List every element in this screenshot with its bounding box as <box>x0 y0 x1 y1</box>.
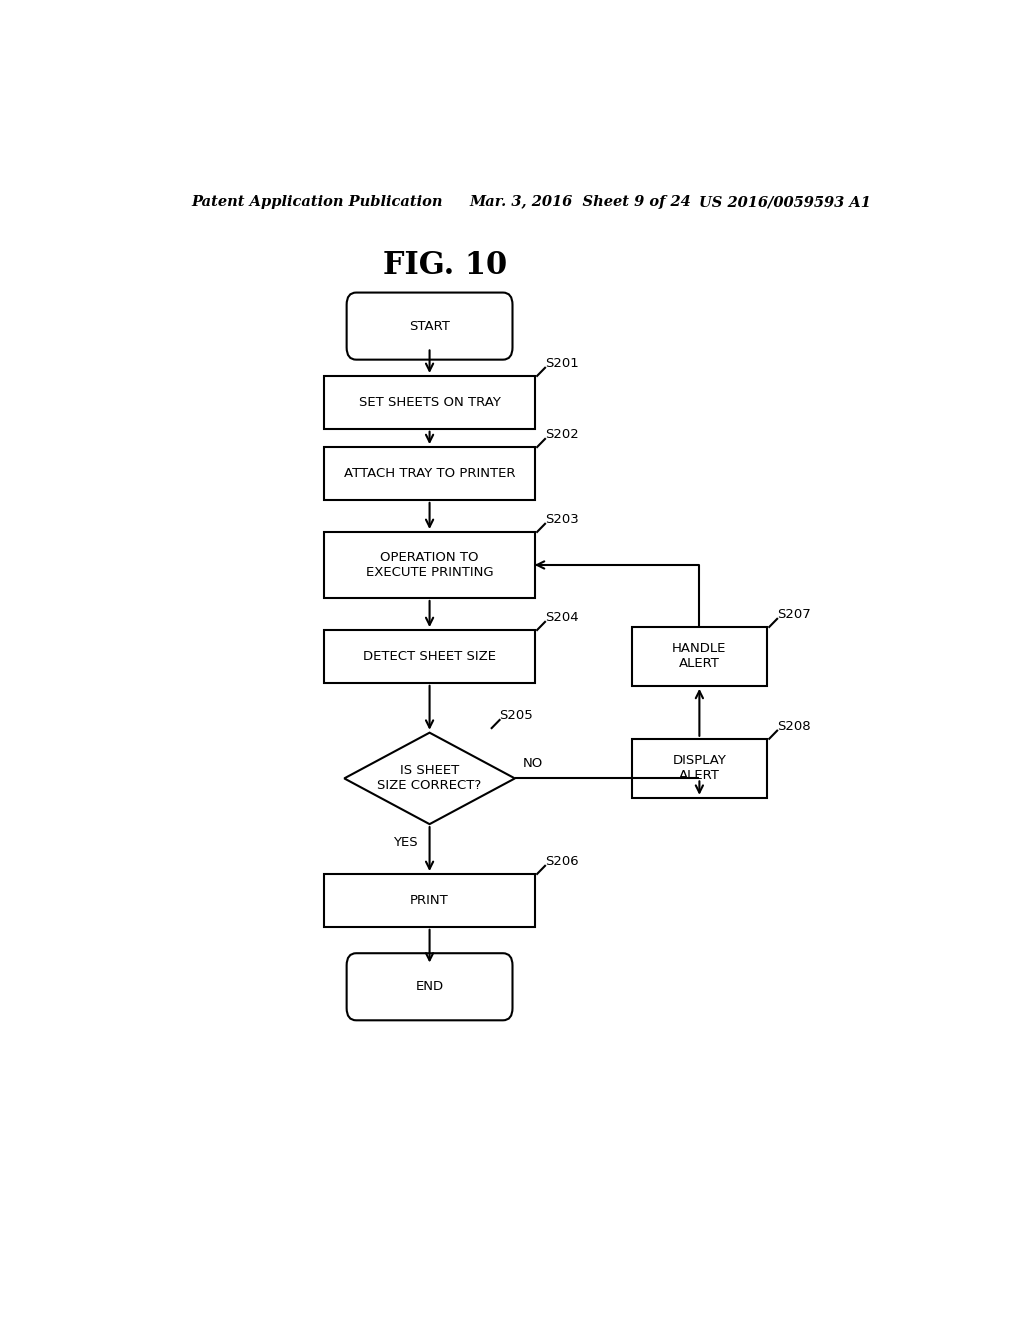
Text: OPERATION TO
EXECUTE PRINTING: OPERATION TO EXECUTE PRINTING <box>366 550 494 579</box>
FancyBboxPatch shape <box>347 293 512 359</box>
Text: NO: NO <box>523 758 543 771</box>
Polygon shape <box>344 733 515 824</box>
Text: S203: S203 <box>545 513 579 525</box>
Text: FIG. 10: FIG. 10 <box>383 249 508 281</box>
Text: IS SHEET
SIZE CORRECT?: IS SHEET SIZE CORRECT? <box>378 764 481 792</box>
Bar <box>325 447 535 500</box>
Text: SET SHEETS ON TRAY: SET SHEETS ON TRAY <box>358 396 501 409</box>
Text: PRINT: PRINT <box>411 894 449 907</box>
Text: S207: S207 <box>777 609 811 620</box>
Text: YES: YES <box>393 837 418 849</box>
Text: START: START <box>410 319 450 333</box>
Text: S204: S204 <box>545 611 579 624</box>
Text: ATTACH TRAY TO PRINTER: ATTACH TRAY TO PRINTER <box>344 467 515 480</box>
Text: DETECT SHEET SIZE: DETECT SHEET SIZE <box>364 649 496 663</box>
Text: S202: S202 <box>545 428 579 441</box>
Bar <box>325 532 535 598</box>
Bar <box>632 627 767 686</box>
Text: S205: S205 <box>500 709 534 722</box>
Text: END: END <box>416 981 443 993</box>
Bar <box>325 376 535 429</box>
FancyBboxPatch shape <box>347 953 512 1020</box>
Text: Patent Application Publication: Patent Application Publication <box>191 195 443 209</box>
Text: S208: S208 <box>777 719 811 733</box>
Text: US 2016/0059593 A1: US 2016/0059593 A1 <box>699 195 871 209</box>
Text: S206: S206 <box>545 855 579 867</box>
Text: Mar. 3, 2016  Sheet 9 of 24: Mar. 3, 2016 Sheet 9 of 24 <box>469 195 691 209</box>
Text: HANDLE
ALERT: HANDLE ALERT <box>672 643 727 671</box>
Text: DISPLAY
ALERT: DISPLAY ALERT <box>673 754 726 783</box>
Bar <box>632 739 767 797</box>
Text: S201: S201 <box>545 356 579 370</box>
Bar <box>325 874 535 927</box>
Bar <box>325 630 535 682</box>
